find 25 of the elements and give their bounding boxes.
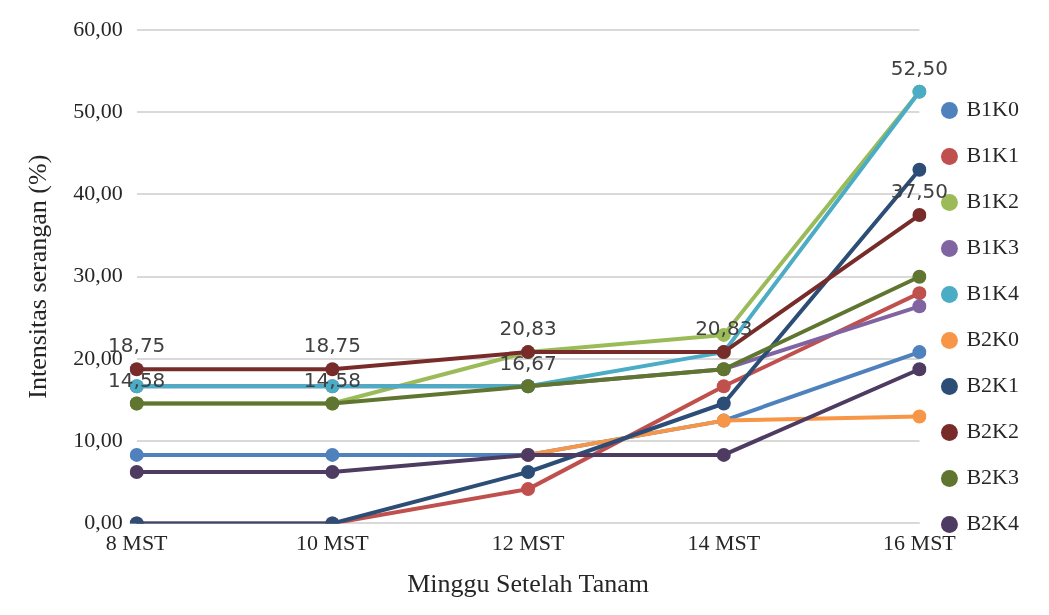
x-tick-label: 14 MST — [687, 530, 761, 556]
y-tick-label: 50,00 — [73, 98, 123, 124]
legend-label: B2K4 — [966, 510, 1019, 536]
legend-label: B2K2 — [966, 418, 1019, 444]
legend-label: B1K3 — [966, 234, 1019, 260]
x-tick-label: 10 MST — [296, 530, 370, 556]
data-label: 52,50 — [890, 55, 949, 80]
legend-label: B1K2 — [966, 188, 1019, 214]
legend-label: B2K3 — [966, 464, 1019, 490]
x-tick-label: 12 MST — [491, 530, 565, 556]
legend-label: B2K0 — [966, 326, 1019, 352]
y-tick-label: 60,00 — [73, 15, 123, 41]
data-label: 20,83 — [499, 316, 557, 341]
legend-label: B1K1 — [966, 142, 1019, 168]
y-tick-label: 30,00 — [73, 262, 123, 288]
legend-label: B1K4 — [966, 280, 1019, 306]
y-tick-label: 40,00 — [73, 180, 123, 206]
y-tick-label: 10,00 — [73, 426, 123, 452]
x-axis-title: Minggu Setelah Tanam — [407, 569, 649, 599]
data-label: 18,75 — [303, 333, 362, 358]
y-axis-title: Intensitas serangan (%) — [23, 154, 53, 399]
legend-label: B1K0 — [966, 96, 1019, 122]
x-tick-label: 16 MST — [883, 530, 957, 556]
data-label: 16,67 — [499, 350, 557, 375]
legend-label: B2K1 — [966, 372, 1019, 398]
